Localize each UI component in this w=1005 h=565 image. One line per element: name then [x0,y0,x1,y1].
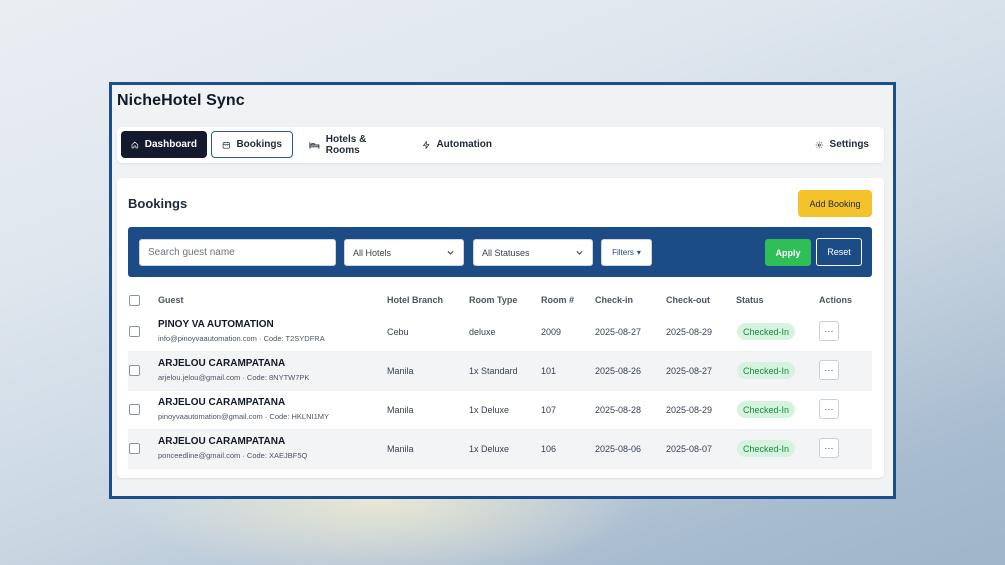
filters-button[interactable]: Filters ▾ [601,239,652,266]
nav-settings-label: Settings [829,139,869,150]
header-room-no: Room # [541,295,575,305]
add-booking-button[interactable]: Add Booking [798,190,872,217]
header-branch: Hotel Branch [387,295,444,305]
status-select-value: All Statuses [482,247,530,258]
nav-bookings-label: Bookings [236,139,282,150]
bookings-panel: Bookings Add Booking Search guest name A… [117,178,884,478]
guest-name: ARJELOU CARAMPATANA [158,397,286,408]
nav-bookings[interactable]: Bookings [211,131,293,158]
chevron-down-icon [576,250,583,255]
hotel-branch: Manila [387,366,414,376]
hotels-select-value: All Hotels [353,247,392,258]
chevron-down-icon [447,250,454,255]
checkin-date: 2025-08-06 [595,444,642,454]
room-type: 1x Deluxe [469,405,510,415]
calendar-icon [222,141,230,149]
room-number: 101 [541,366,557,376]
checkout-date: 2025-08-29 [666,327,713,337]
room-number: 107 [541,405,557,415]
nav-hotels-rooms[interactable]: Hotels & Rooms [299,131,405,158]
room-type: 1x Standard [469,366,518,376]
checkin-date: 2025-08-26 [595,366,642,376]
table-row[interactable]: ARJELOU CARAMPATANA arjelou.jelou@gmail.… [128,352,872,391]
status-badge: Checked-In [737,323,796,340]
header-checkout: Check-out [666,295,711,305]
nav-automation-label: Automation [436,139,492,150]
guest-contact: arjelou.jelou@gmail.com · Code: 8NYTW7PK [158,373,310,382]
search-input[interactable]: Search guest name [139,239,336,266]
top-navbar: Dashboard Bookings Hotels & Rooms Automa… [117,127,884,163]
nav-dashboard[interactable]: Dashboard [121,131,207,158]
checkout-date: 2025-08-07 [666,444,713,454]
bed-icon [309,141,320,149]
checkin-date: 2025-08-27 [595,327,642,337]
table-row[interactable]: ARJELOU CARAMPATANA ponceedline@gmail.co… [128,430,872,469]
reset-button[interactable]: Reset [816,238,862,266]
hotel-branch: Cebu [387,327,409,337]
header-status: Status [736,295,764,305]
header-room-type: Room Type [469,295,518,305]
row-actions-button[interactable]: ··· [819,399,839,419]
guest-name: PINOY VA AUTOMATION [158,319,274,330]
row-actions-button[interactable]: ··· [819,321,839,341]
row-actions-button[interactable]: ··· [819,438,839,458]
guest-contact: ponceedline@gmail.com · Code: XAEJBF5Q [158,451,308,460]
status-select[interactable]: All Statuses [473,239,593,266]
gear-icon [815,140,823,149]
hotel-branch: Manila [387,405,414,415]
header-checkin: Check-in [595,295,634,305]
guest-contact: info@pinoyvaautomation.com · Code: T2SYD… [158,334,325,343]
status-badge: Checked-In [737,401,796,418]
apply-button[interactable]: Apply [765,239,811,266]
guest-name: ARJELOU CARAMPATANA [158,436,286,447]
home-icon [131,141,139,148]
table-row[interactable]: ARJELOU CARAMPATANA pinoyvaautomation@gm… [128,391,872,430]
checkout-date: 2025-08-27 [666,366,713,376]
checkin-date: 2025-08-28 [595,405,642,415]
guest-name: ARJELOU CARAMPATANA [158,358,286,369]
status-badge: Checked-In [737,440,796,457]
checkout-date: 2025-08-29 [666,405,713,415]
nav-dashboard-label: Dashboard [144,139,197,150]
row-actions-button[interactable]: ··· [819,360,839,380]
row-checkbox[interactable] [129,443,140,454]
nav-automation[interactable]: Automation [412,131,502,158]
table-row[interactable]: PINOY VA AUTOMATION info@pinoyvaautomati… [128,313,872,352]
page-title: Bookings [128,196,188,211]
room-number: 2009 [541,327,562,337]
header-guest: Guest [158,295,184,305]
hotel-branch: Manila [387,444,414,454]
row-checkbox[interactable] [129,404,140,415]
status-badge: Checked-In [737,362,796,379]
room-type: deluxe [469,327,496,337]
guest-contact: pinoyvaautomation@gmail.com · Code: HKLN… [158,412,330,421]
lightning-icon [423,140,430,149]
caret-down-icon: ▾ [636,248,641,257]
room-number: 106 [541,444,557,454]
hotels-select[interactable]: All Hotels [344,239,464,266]
room-type: 1x Deluxe [469,444,510,454]
table-header: Guest Hotel Branch Room Type Room # Chec… [128,291,872,311]
app-window: NicheHotel Sync Dashboard Bookings Hotel… [109,82,896,499]
filters-label: Filters [612,248,634,257]
nav-hotels-rooms-label: Hotels & Rooms [325,133,367,156]
row-checkbox[interactable] [129,365,140,376]
nav-settings[interactable]: Settings [805,131,879,158]
row-checkbox[interactable] [129,326,140,337]
app-title: NicheHotel Sync [117,92,245,109]
filter-bar: Search guest name All Hotels All Statuse… [128,227,872,277]
select-all-checkbox[interactable] [129,295,140,306]
header-actions: Actions [819,295,853,305]
